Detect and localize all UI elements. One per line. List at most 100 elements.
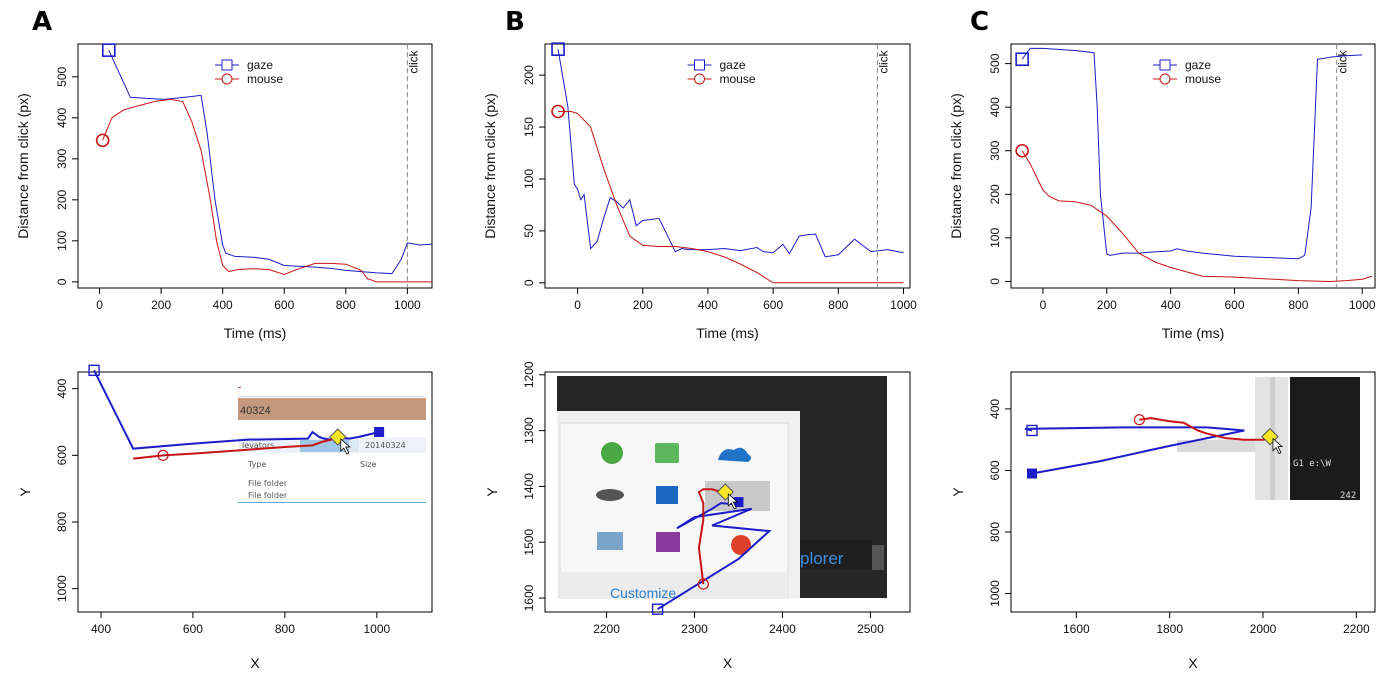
selected-cell	[238, 398, 426, 420]
app-icon-stack	[597, 532, 623, 550]
y-tick-label: 800	[988, 522, 1002, 542]
y-axis-label: Y	[484, 487, 500, 497]
series-mouse-line	[1021, 150, 1372, 282]
gaze-start-marker	[1026, 424, 1038, 437]
trajectory-gaze	[657, 501, 772, 611]
trajectory-mouse	[133, 437, 338, 460]
app-icon-green	[655, 443, 679, 463]
app-icon-sync	[601, 442, 623, 464]
x-tick-label: 400	[1161, 298, 1181, 312]
y-tick-label: 1000	[55, 575, 69, 602]
trajectory-gaze	[1024, 426, 1245, 475]
x-tick-label: 200	[1097, 298, 1117, 312]
mouse-start-marker	[697, 578, 709, 590]
gaze-start-marker	[1015, 52, 1029, 67]
mouse-start-marker	[551, 104, 565, 119]
legend-mouse-label: mouse	[720, 72, 756, 86]
x-tick-label: 1600	[1063, 622, 1090, 636]
series-gaze-line	[1021, 47, 1363, 260]
x-tick-label: 2400	[769, 622, 796, 636]
app-icon-gray	[596, 489, 624, 501]
cloud-icon	[718, 447, 751, 462]
x-tick-label: 1000	[890, 298, 917, 312]
legend-gaze-marker	[1159, 59, 1171, 71]
legend-gaze-marker	[221, 59, 233, 71]
x-tick-label: 600	[763, 298, 783, 312]
gaze-end-marker	[1027, 468, 1037, 479]
y-tick-label: 1000	[988, 580, 1002, 607]
y-tick-label: 1200	[522, 361, 536, 388]
terminal-line: G1 e:\W	[1293, 459, 1332, 469]
y-axis-label: Distance from click (px)	[948, 93, 964, 238]
y-tick-label: 1400	[522, 473, 536, 500]
x-tick-label: 0	[574, 298, 581, 312]
x-tick-label: 2000	[1250, 622, 1277, 636]
gaze-start-marker	[551, 42, 565, 56]
x-tick-label: 1000	[1349, 298, 1376, 312]
series-gaze-line	[557, 49, 904, 258]
gaze-start-marker	[651, 603, 664, 615]
outlook-icon	[656, 486, 678, 504]
legend-mouse-marker	[694, 73, 705, 85]
column-type: Type	[247, 460, 266, 469]
y-tick-label: 600	[988, 460, 1002, 480]
x-tick-label: 800	[828, 298, 848, 312]
y-tick-label: 100	[988, 228, 1002, 248]
mouse-start-marker	[1133, 414, 1145, 426]
onenote-icon	[656, 532, 680, 552]
y-tick-label: 400	[988, 97, 1002, 117]
y-tick-label: 800	[55, 512, 69, 532]
y-tick-label: 500	[988, 53, 1002, 73]
plot-frame	[77, 43, 433, 289]
y-tick-label: 500	[55, 66, 69, 86]
legend-gaze-label: gaze	[247, 58, 273, 72]
row-1-type: File folder	[248, 479, 288, 488]
x-tick-label: 1800	[1156, 622, 1183, 636]
y-tick-label: 400	[55, 107, 69, 127]
screenshot-background-a: 40324 levators 20140324 Type Size File f…	[80, 377, 430, 609]
x-tick-label: 600	[183, 622, 203, 636]
close-circle-icon	[731, 535, 751, 555]
x-tick-label: 400	[91, 622, 111, 636]
click-label: click	[1336, 49, 1350, 73]
y-tick-label: 200	[55, 189, 69, 209]
chart-xy-c: 1600 1800 2000 2200 400 600 800 1000 X Y	[950, 371, 1376, 671]
x-tick-label: 200	[151, 298, 171, 312]
breadcrumb-text: levators	[242, 441, 274, 450]
mouse-start-marker	[1015, 143, 1029, 158]
click-label: click	[406, 49, 420, 73]
x-axis-label: X	[723, 655, 733, 671]
cell-value: 40324	[240, 405, 271, 417]
chart-time-c: 0 200 400 600 800 1000 0 100 200 300 400 500 Time (m…	[948, 43, 1376, 341]
x-tick-label: 0	[1040, 298, 1047, 312]
series-mouse-line	[102, 98, 432, 283]
breadcrumb-date: 20140324	[365, 441, 406, 450]
x-tick-label: 2200	[593, 622, 620, 636]
chart-xy-b: 2200 2300 2400 2500 1200 1300 1400 1500 1600 X Y	[484, 361, 911, 671]
cursor-icon	[340, 438, 351, 455]
y-tick-label: 200	[522, 65, 536, 85]
plot-frame	[1010, 43, 1376, 289]
x-tick-label: 400	[213, 298, 233, 312]
legend-gaze-label: gaze	[720, 58, 746, 72]
y-tick-label: 0	[522, 279, 536, 286]
trajectory-gaze	[93, 369, 380, 450]
plot-frame	[1010, 371, 1376, 613]
x-tick-label: 1000	[363, 622, 390, 636]
y-tick-label: 200	[988, 184, 1002, 204]
panel-letter-c: C	[970, 7, 989, 37]
series-gaze-line	[108, 49, 433, 275]
click-label: click	[876, 49, 890, 73]
x-tick-label: 2500	[857, 622, 884, 636]
y-tick-label: 1500	[522, 529, 536, 556]
x-tick-label: 800	[275, 622, 295, 636]
gaze-end-marker	[374, 427, 385, 437]
chart-time-a: 0 200 400 600 800 1000 0 100 200 300 400 500 Time (m…	[15, 43, 433, 341]
plot-frame	[544, 43, 911, 289]
y-axis-label: Y	[17, 487, 33, 497]
chart-xy-a: 400 600 800 1000 400 600 800 1000 X Y	[17, 364, 433, 671]
y-axis-label: Distance from click (px)	[482, 93, 498, 238]
y-axis-label: Y	[950, 487, 966, 497]
x-tick-label: 800	[336, 298, 356, 312]
x-tick-label: 600	[1224, 298, 1244, 312]
